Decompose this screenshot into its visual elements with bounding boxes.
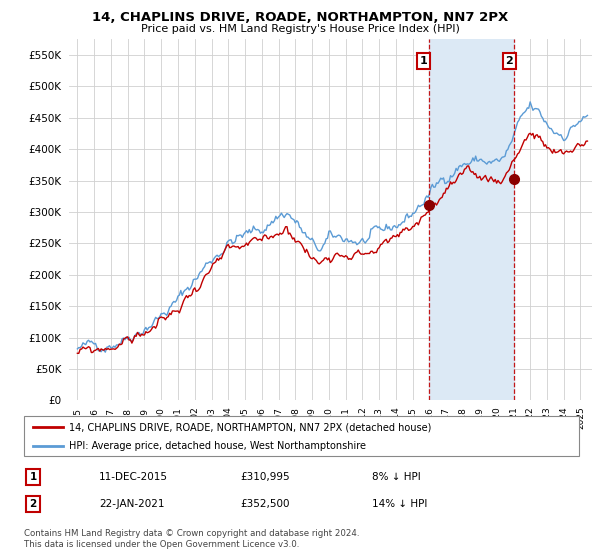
Text: 2: 2 <box>505 56 513 66</box>
Bar <box>429 39 514 400</box>
Text: 1: 1 <box>420 56 428 66</box>
Text: £310,995: £310,995 <box>240 472 290 482</box>
Text: 14, CHAPLINS DRIVE, ROADE, NORTHAMPTON, NN7 2PX (detached house): 14, CHAPLINS DRIVE, ROADE, NORTHAMPTON, … <box>69 422 431 432</box>
Text: HPI: Average price, detached house, West Northamptonshire: HPI: Average price, detached house, West… <box>69 441 366 451</box>
Text: Contains HM Land Registry data © Crown copyright and database right 2024.
This d: Contains HM Land Registry data © Crown c… <box>24 529 359 549</box>
Text: 1: 1 <box>29 472 37 482</box>
Text: 8% ↓ HPI: 8% ↓ HPI <box>372 472 421 482</box>
Text: 14% ↓ HPI: 14% ↓ HPI <box>372 499 427 509</box>
Text: 11-DEC-2015: 11-DEC-2015 <box>99 472 168 482</box>
Text: £352,500: £352,500 <box>240 499 290 509</box>
Text: 2: 2 <box>29 499 37 509</box>
Text: 14, CHAPLINS DRIVE, ROADE, NORTHAMPTON, NN7 2PX: 14, CHAPLINS DRIVE, ROADE, NORTHAMPTON, … <box>92 11 508 24</box>
Text: Price paid vs. HM Land Registry's House Price Index (HPI): Price paid vs. HM Land Registry's House … <box>140 24 460 34</box>
Text: 22-JAN-2021: 22-JAN-2021 <box>99 499 164 509</box>
